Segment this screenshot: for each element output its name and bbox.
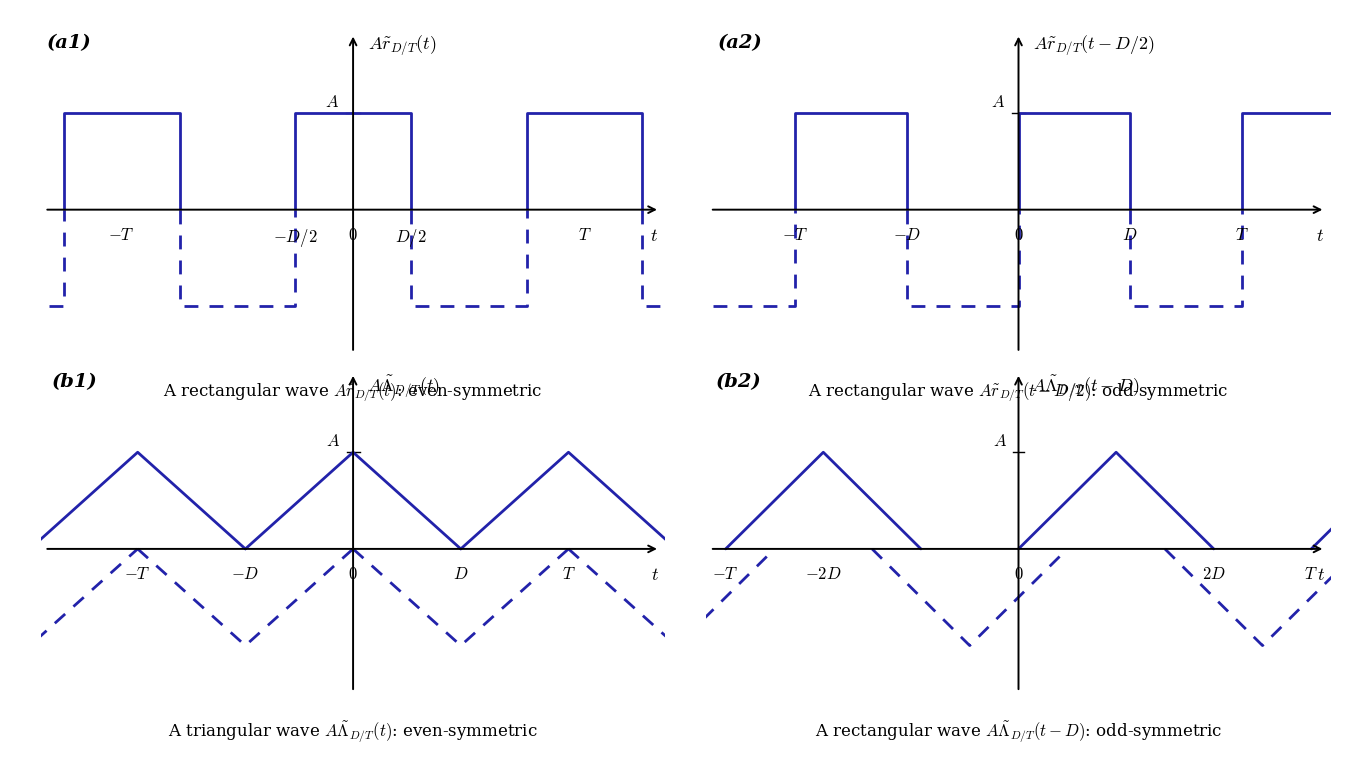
Text: $T$: $T$ [562,567,576,584]
Text: $t$: $t$ [650,567,659,584]
Text: $D$: $D$ [1122,227,1138,244]
Text: $-D$: $-D$ [231,567,259,584]
Text: $A\tilde{r}_{D/T}(t-D/2)$: $A\tilde{r}_{D/T}(t-D/2)$ [1033,34,1154,57]
Text: $-T$: $-T$ [109,227,134,244]
Text: $0$: $0$ [1013,227,1024,244]
Text: $A$: $A$ [325,94,340,111]
Text: $A$: $A$ [993,433,1006,450]
Text: $-T$: $-T$ [713,567,739,584]
Text: A triangular wave $A\tilde{\Lambda}_{D/T}(t)$: even-symmetric: A triangular wave $A\tilde{\Lambda}_{D/T… [168,720,538,745]
Text: $-D/2$: $-D/2$ [273,227,318,249]
Text: $0$: $0$ [348,227,359,244]
Text: (b1): (b1) [52,373,98,391]
Text: $D$: $D$ [454,567,469,584]
Text: $t$: $t$ [650,227,657,245]
Text: $A\tilde{r}_{D/T}(t)$: $A\tilde{r}_{D/T}(t)$ [368,34,437,57]
Text: $T$: $T$ [1234,227,1248,244]
Text: $2D$: $2D$ [1202,567,1225,584]
Text: $D/2$: $D/2$ [395,227,426,249]
Text: $t$: $t$ [1316,227,1324,245]
Text: $A\tilde{\Lambda}_{D/T}(t-D)$: $A\tilde{\Lambda}_{D/T}(t-D)$ [1031,373,1139,399]
Text: $0$: $0$ [348,567,359,584]
Text: A rectangular wave $A\tilde{r}_{D/T}(t)$: even-symmetric: A rectangular wave $A\tilde{r}_{D/T}(t)$… [163,381,543,404]
Text: A rectangular wave $A\tilde{r}_{D/T}(t-D/2)$: odd-symmetric: A rectangular wave $A\tilde{r}_{D/T}(t-D… [808,381,1229,404]
Text: $T$: $T$ [1305,567,1319,584]
Text: $A$: $A$ [991,94,1005,111]
Text: $t$: $t$ [1317,567,1325,584]
Text: $-D$: $-D$ [892,227,921,244]
Text: $-2D$: $-2D$ [805,567,842,584]
Text: A rectangular wave $A\tilde{\Lambda}_{D/T}(t-D)$: odd-symmetric: A rectangular wave $A\tilde{\Lambda}_{D/… [815,720,1222,745]
Text: $A$: $A$ [326,433,340,450]
Text: (a2): (a2) [717,34,762,52]
Text: $-T$: $-T$ [782,227,809,244]
Text: (a1): (a1) [46,34,91,52]
Text: $-T$: $-T$ [125,567,151,584]
Text: $0$: $0$ [1013,567,1024,584]
Text: $A\tilde{\Lambda}_{D/T}(t)$: $A\tilde{\Lambda}_{D/T}(t)$ [367,373,440,399]
Text: $T$: $T$ [577,227,591,244]
Text: (b2): (b2) [716,373,762,391]
